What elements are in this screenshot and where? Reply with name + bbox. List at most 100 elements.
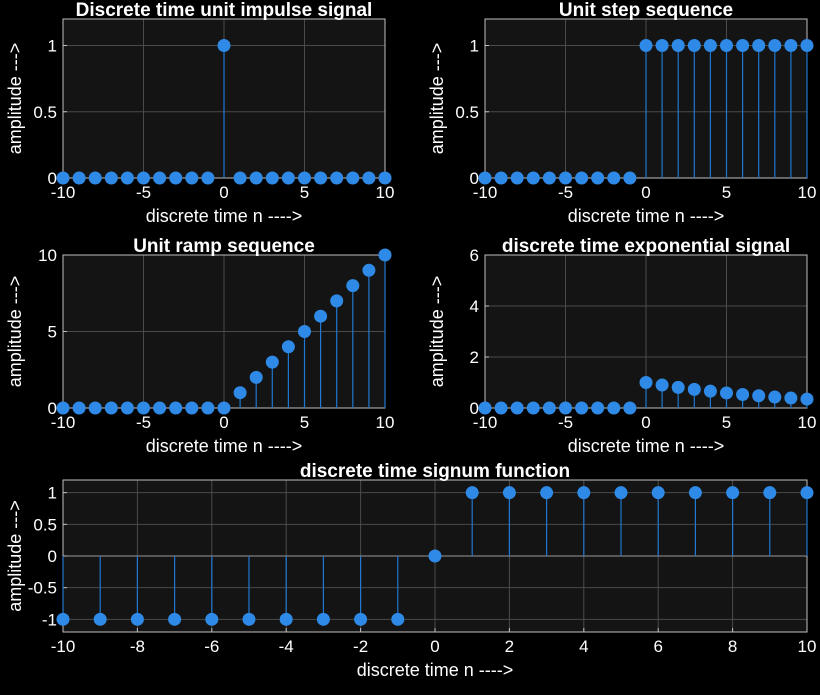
impulse-title: Discrete time unit impulse signal [76,0,373,21]
exponential-ylabel: amplitude ---> [427,276,447,388]
exponential-marker-20 [800,392,814,406]
step-marker-10 [639,39,653,52]
step-ytick-label-0: 0 [470,169,479,188]
ramp-marker-17 [330,294,344,308]
step-marker-5 [559,171,572,185]
step-title: Unit step sequence [559,0,733,21]
impulse-marker-6 [153,171,167,185]
impulse-marker-20 [378,171,392,185]
step-marker-8 [607,171,621,185]
exponential-marker-14 [703,384,717,398]
impulse-marker-7 [169,171,183,185]
impulse-marker-19 [362,171,376,185]
step-marker-16 [736,39,750,52]
exponential-marker-1 [494,401,508,415]
signum-marker-0 [56,612,70,626]
impulse-marker-4 [120,171,134,185]
exponential-marker-11 [655,378,669,392]
exponential-marker-16 [736,387,750,401]
signum-axes: -10 -8 -6 -4 -2 0 2 4 6 8 10 -1 -0.5 0 0.5 1 discrete ti… [5,461,816,680]
impulse-xtick-label-0: -10 [51,183,76,202]
step-ytick-label-1: 0.5 [455,103,479,122]
exponential-marker-5 [559,401,572,415]
exponential-marker-4 [542,401,556,415]
ramp-ytick-label-2: 10 [38,246,57,265]
signum-marker-9 [391,612,405,626]
signum-ytick-label-1: -0.5 [28,579,57,598]
signum-title: discrete time signum function [300,461,570,482]
impulse-marker-1 [72,171,86,185]
impulse-marker-12 [249,171,263,185]
signum-marker-18 [726,486,740,500]
ramp-marker-2 [88,401,102,415]
ramp-title: Unit ramp sequence [133,236,315,257]
impulse-marker-13 [265,171,279,185]
step-marker-6 [575,171,589,185]
exponential-marker-18 [768,390,782,404]
signum-xtick-label-6: 2 [505,637,514,656]
impulse-ytick-label-2: 1 [48,37,57,56]
exponential-marker-19 [784,391,798,405]
step-marker-20 [800,39,814,52]
signum-marker-12 [502,486,516,500]
step-ylabel: amplitude ---> [427,43,447,155]
exponential-xtick-label-0: -10 [473,413,498,432]
impulse-xtick-label-4: 10 [376,183,395,202]
signum-ytick-label-3: 0.5 [33,515,57,534]
impulse-marker-11 [233,171,247,185]
signum-xtick-label-3: -4 [279,637,294,656]
signum-ylabel: amplitude ---> [5,500,25,612]
ramp-marker-10 [217,401,231,415]
step-marker-2 [510,171,524,185]
step-xtick-label-4: 10 [798,183,817,202]
exponential-marker-10 [639,376,653,389]
step-xlabel: discrete time n ----> [568,206,725,226]
impulse-marker-2 [88,171,102,185]
exponential-axes: -10 -5 0 5 10 0 2 4 6 discrete time exponential s… [427,236,816,456]
ramp-xtick-label-0: -10 [51,413,76,432]
step-marker-18 [768,39,782,52]
signum-xtick-label-0: -10 [51,637,76,656]
exponential-xtick-label-3: 5 [722,413,731,432]
exponential-title: discrete time exponential signal [502,236,790,257]
impulse-xtick-label-2: 0 [219,183,228,202]
ramp-marker-11 [233,386,247,400]
ramp-ylabel: amplitude ---> [5,276,25,388]
impulse-ylabel: amplitude ---> [5,43,25,155]
step-axes: -10 -5 0 5 10 0 0.5 1 Unit step sequence discrete… [427,0,816,226]
signum-marker-1 [93,612,107,626]
impulse-marker-16 [314,171,328,185]
exponential-marker-6 [575,401,589,415]
exponential-marker-2 [510,401,524,415]
impulse-marker-14 [281,171,295,185]
signum-marker-10 [428,549,442,563]
signum-marker-14 [577,486,591,500]
step-marker-15 [720,39,733,52]
impulse-xtick-label-3: 5 [300,183,309,202]
ramp-marker-19 [362,263,376,277]
step-marker-13 [687,39,701,52]
exponential-marker-17 [752,389,766,403]
signum-xtick-label-7: 4 [579,637,588,656]
exponential-xtick-label-1: -5 [558,413,573,432]
ramp-marker-4 [120,401,134,415]
signum-marker-2 [130,612,144,626]
ramp-xtick-label-4: 10 [376,413,395,432]
signum-marker-13 [540,486,554,500]
ramp-xtick-label-1: -5 [136,413,151,432]
step-marker-0 [478,171,492,185]
signum-ytick-label-0: -1 [42,610,57,629]
impulse-ytick-label-0: 0 [48,169,57,188]
exponential-marker-12 [671,380,685,394]
signum-marker-6 [279,612,293,626]
ramp-marker-13 [265,355,279,369]
step-marker-3 [526,171,540,185]
signum-ytick-label-2: 0 [48,547,57,566]
signum-ytick-label-4: 1 [48,484,57,503]
signum-xtick-label-10: 10 [798,637,817,656]
exponential-ytick-label-0: 0 [470,399,479,418]
signum-marker-5 [242,612,256,626]
impulse-marker-5 [137,171,150,185]
exponential-ytick-label-2: 4 [470,297,479,316]
